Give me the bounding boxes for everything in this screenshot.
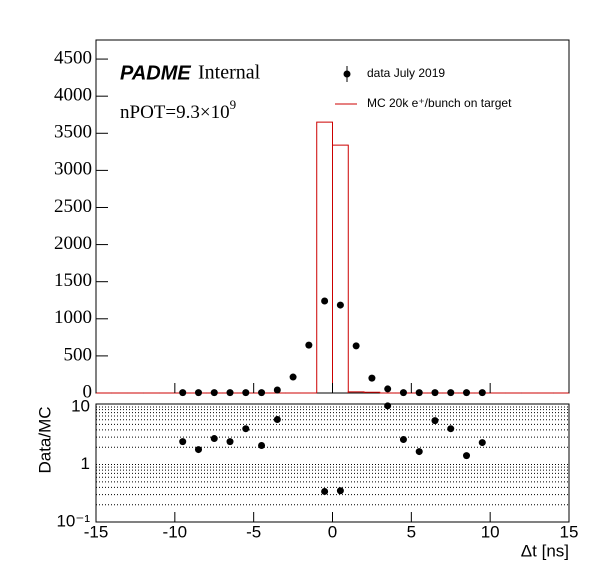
data-point xyxy=(415,389,423,397)
y-tick-label: 4500 xyxy=(54,47,92,68)
data-point xyxy=(194,446,202,454)
data-point xyxy=(415,448,423,456)
data-point xyxy=(289,373,297,381)
x-tick-label: -10 xyxy=(163,522,188,541)
data-point xyxy=(210,435,218,443)
annotation-text: nPOT=9.3×10 xyxy=(120,102,230,123)
data-point xyxy=(478,439,486,447)
data-point xyxy=(368,374,376,382)
data-point xyxy=(352,342,360,350)
x-tick-label: 0 xyxy=(328,522,337,541)
data-point xyxy=(321,487,329,495)
y-tick-label: 10⁻¹ xyxy=(56,511,90,530)
data-point xyxy=(399,436,407,444)
histogram-bar xyxy=(332,144,349,393)
data-point xyxy=(242,389,250,397)
y-tick-label: 3500 xyxy=(54,122,92,143)
legend-label: MC 20k e⁺/bunch on target xyxy=(367,96,512,110)
data-point xyxy=(478,389,486,397)
data-point xyxy=(463,389,471,397)
x-tick-label: 15 xyxy=(560,522,579,541)
data-point xyxy=(336,301,344,309)
annotation: PADME xyxy=(120,62,191,84)
annotation: Internal xyxy=(198,62,261,84)
data-point xyxy=(431,389,439,397)
legend-label: data July 2019 xyxy=(367,66,445,80)
histogram-bar xyxy=(316,121,333,393)
y-tick-label: 0 xyxy=(83,381,93,402)
data-point xyxy=(273,386,281,394)
y-tick-label: 1500 xyxy=(54,270,92,291)
data-point xyxy=(447,425,455,433)
data-point xyxy=(305,341,313,349)
data-point xyxy=(210,389,218,397)
data-point xyxy=(384,385,392,393)
x-axis-label: Δt [ns] xyxy=(521,541,569,560)
data-point xyxy=(463,452,471,460)
y-tick-label: 10 xyxy=(71,397,90,416)
data-point xyxy=(226,438,234,446)
data-point xyxy=(399,389,407,397)
y-tick-label: 1 xyxy=(81,454,90,473)
x-tick-label: -5 xyxy=(246,522,261,541)
data-point xyxy=(447,389,455,397)
data-point xyxy=(384,402,392,410)
x-tick-label: 5 xyxy=(407,522,416,541)
data-point xyxy=(336,487,344,495)
x-tick-label: 10 xyxy=(481,522,500,541)
y-tick-label: 3000 xyxy=(54,159,92,180)
y-tick-label: 2000 xyxy=(54,233,92,254)
x-tick-label: -15 xyxy=(84,522,109,541)
data-point xyxy=(179,389,187,397)
data-point xyxy=(242,425,250,433)
y-tick-label: 4000 xyxy=(54,85,92,106)
data-point xyxy=(179,438,187,446)
data-point xyxy=(194,389,202,397)
y-tick-label: 1000 xyxy=(54,307,92,328)
data-point xyxy=(321,297,329,305)
data-point xyxy=(431,417,439,425)
annotation-sup: 9 xyxy=(230,97,237,112)
y-axis-label: Data/MC xyxy=(35,406,54,473)
y-tick-label: 2500 xyxy=(54,196,92,217)
annotation: nPOT=9.3×109 xyxy=(120,97,236,123)
data-point xyxy=(226,389,234,397)
y-tick-label: 500 xyxy=(64,344,93,365)
data-point xyxy=(258,442,266,450)
data-point xyxy=(273,416,281,424)
data-point xyxy=(258,389,266,397)
